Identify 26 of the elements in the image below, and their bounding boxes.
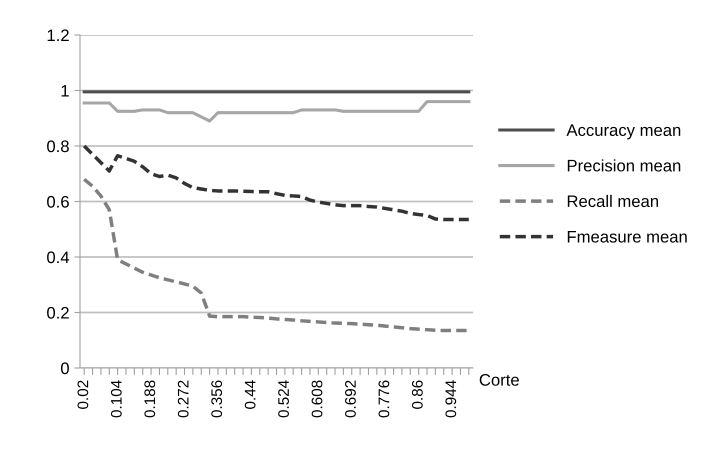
x-tick-label: 0.86: [412, 380, 423, 409]
legend-label: Fmeasure mean: [568, 231, 687, 243]
legend-label: Accuracy mean: [566, 124, 680, 140]
y-tick-label: 0: [60, 362, 69, 374]
y-tick-label: 1: [62, 85, 69, 97]
legend-label: Recall mean: [568, 194, 658, 208]
x-tick-label: 0.944: [445, 380, 456, 418]
x-tick-label: 0.44: [244, 380, 256, 409]
line-series: [82, 144, 471, 222]
x-tick-label: 0.104: [110, 380, 122, 418]
x-tick-label: 0.02: [77, 380, 88, 409]
y-tick-label: 0.8: [47, 140, 69, 152]
x-tick-label: 0.356: [211, 380, 222, 418]
x-tick-label: 0.272: [178, 380, 189, 418]
x-tick-label: 0.776: [378, 380, 390, 418]
y-tick-label: 1.2: [48, 29, 69, 42]
x-tick-label: 0.188: [144, 380, 156, 418]
x-tick-label: 0.692: [345, 380, 356, 418]
x-axis-title: Corte: [480, 374, 519, 386]
y-tick-label: 0.6: [47, 196, 69, 208]
legend-label: Precision mean: [568, 159, 680, 172]
y-tick-label: 0.4: [47, 251, 70, 264]
x-tick-label: 0.608: [312, 380, 322, 418]
x-tick-label: 0.524: [278, 380, 289, 418]
line-series: [82, 100, 470, 123]
y-tick-label: 0.2: [47, 306, 69, 319]
